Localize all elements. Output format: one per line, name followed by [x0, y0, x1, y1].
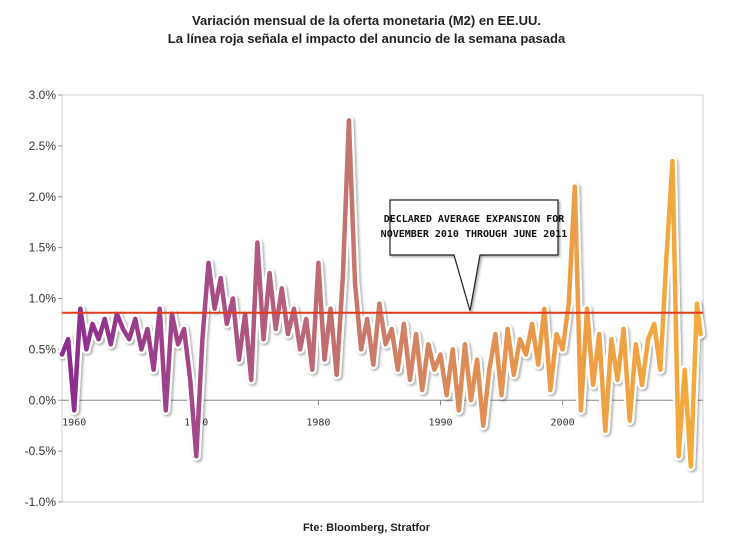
plot-frame — [61, 94, 704, 503]
y-tick-label: 3.0% — [29, 88, 57, 102]
x-tick-label: 2000 — [551, 417, 575, 428]
x-tick-label: 1990 — [428, 417, 452, 428]
y-tick-label: 2.0% — [29, 190, 57, 204]
y-tick-label: 1.5% — [29, 241, 57, 255]
y-tick-label: 2.5% — [29, 139, 57, 153]
series-line-0 — [59, 118, 703, 469]
y-tick-label: 0.0% — [29, 393, 57, 407]
callout-text-line: DECLARED AVERAGE EXPANSION FOR — [384, 214, 566, 225]
y-tick-label: -1.0% — [25, 495, 57, 509]
y-tick-label: 0.5% — [29, 342, 57, 356]
chart-title: Variación mensual de la oferta monetaria… — [192, 13, 541, 28]
y-tick-label: -0.5% — [25, 444, 57, 458]
x-tick-label: 1980 — [306, 417, 330, 428]
x-tick-label: 1960 — [62, 417, 86, 428]
chart-title-block: Variación mensual de la oferta monetaria… — [0, 12, 733, 48]
chart-subtitle: La línea roja señala el impacto del anun… — [167, 31, 566, 46]
source-note: Fte: Bloomberg, Stratfor — [302, 522, 431, 534]
callout-text-line: NOVEMBER 2010 THROUGH JUNE 2011 — [381, 229, 568, 240]
y-tick-label: 1.0% — [29, 292, 57, 306]
callout-box — [389, 199, 559, 311]
